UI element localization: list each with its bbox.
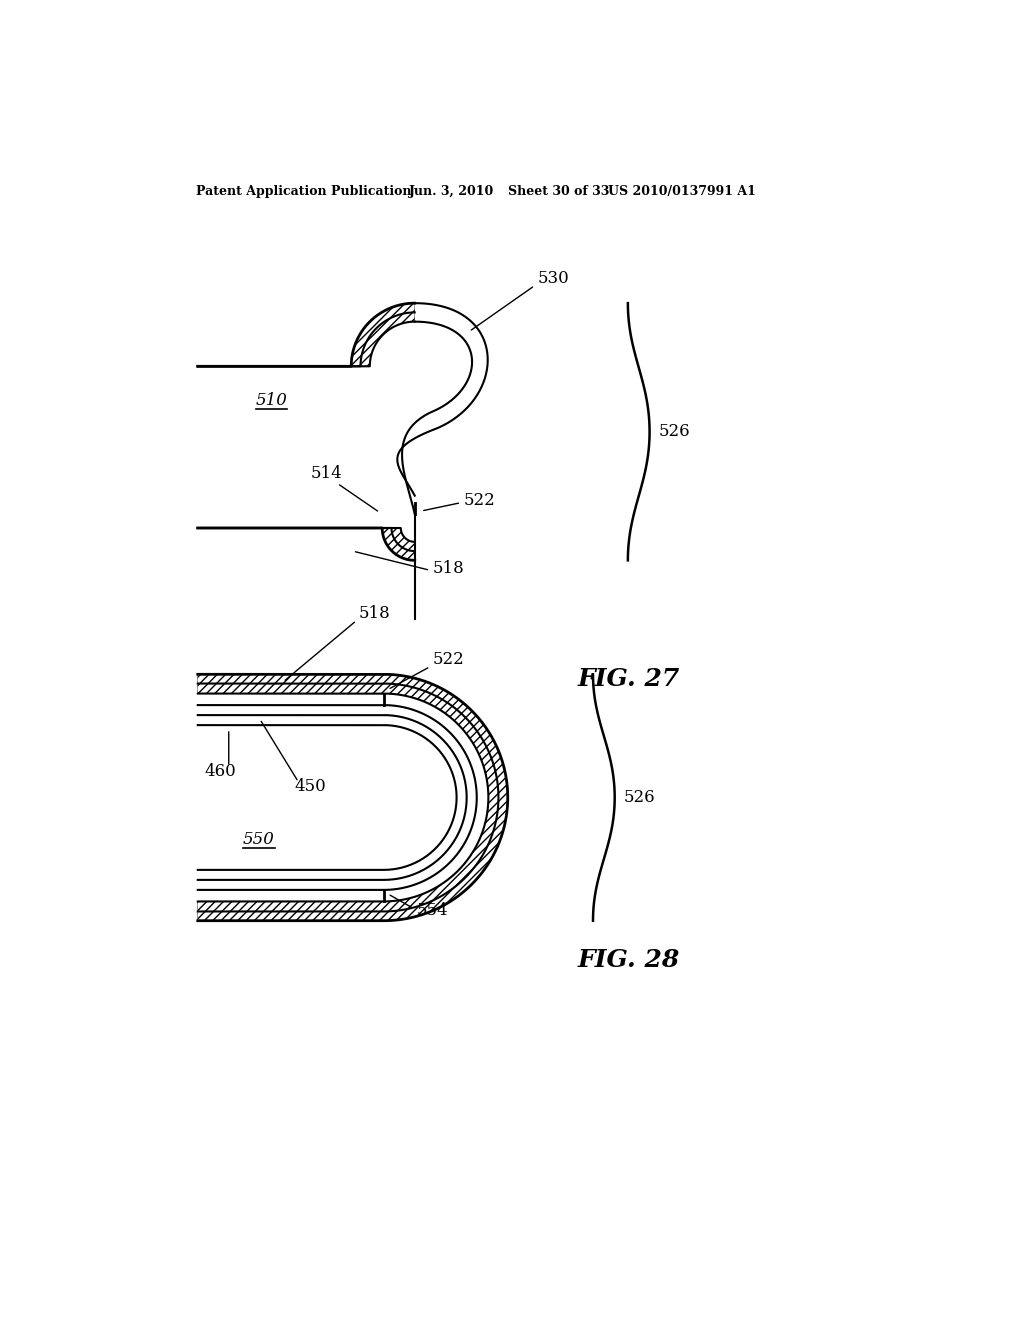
Text: 530: 530 [538, 271, 569, 288]
Text: 518: 518 [432, 560, 464, 577]
Text: 460: 460 [204, 763, 236, 780]
Text: 522: 522 [432, 651, 464, 668]
Text: Patent Application Publication: Patent Application Publication [197, 185, 412, 198]
Text: 518: 518 [359, 605, 391, 622]
Text: Jun. 3, 2010: Jun. 3, 2010 [409, 185, 494, 198]
Text: FIG. 28: FIG. 28 [578, 948, 680, 972]
Text: 526: 526 [658, 424, 690, 441]
Polygon shape [198, 675, 508, 921]
Text: 514: 514 [310, 465, 342, 482]
Text: 510: 510 [256, 392, 288, 409]
Text: 526: 526 [624, 789, 655, 807]
Text: Sheet 30 of 33: Sheet 30 of 33 [508, 185, 609, 198]
Polygon shape [198, 528, 415, 561]
Text: US 2010/0137991 A1: US 2010/0137991 A1 [608, 185, 757, 198]
Text: 550: 550 [243, 830, 274, 847]
Text: 522: 522 [464, 492, 496, 510]
Polygon shape [198, 304, 415, 367]
Text: FIG. 27: FIG. 27 [578, 667, 680, 690]
Text: 554: 554 [417, 902, 449, 919]
Text: 450: 450 [295, 779, 327, 796]
